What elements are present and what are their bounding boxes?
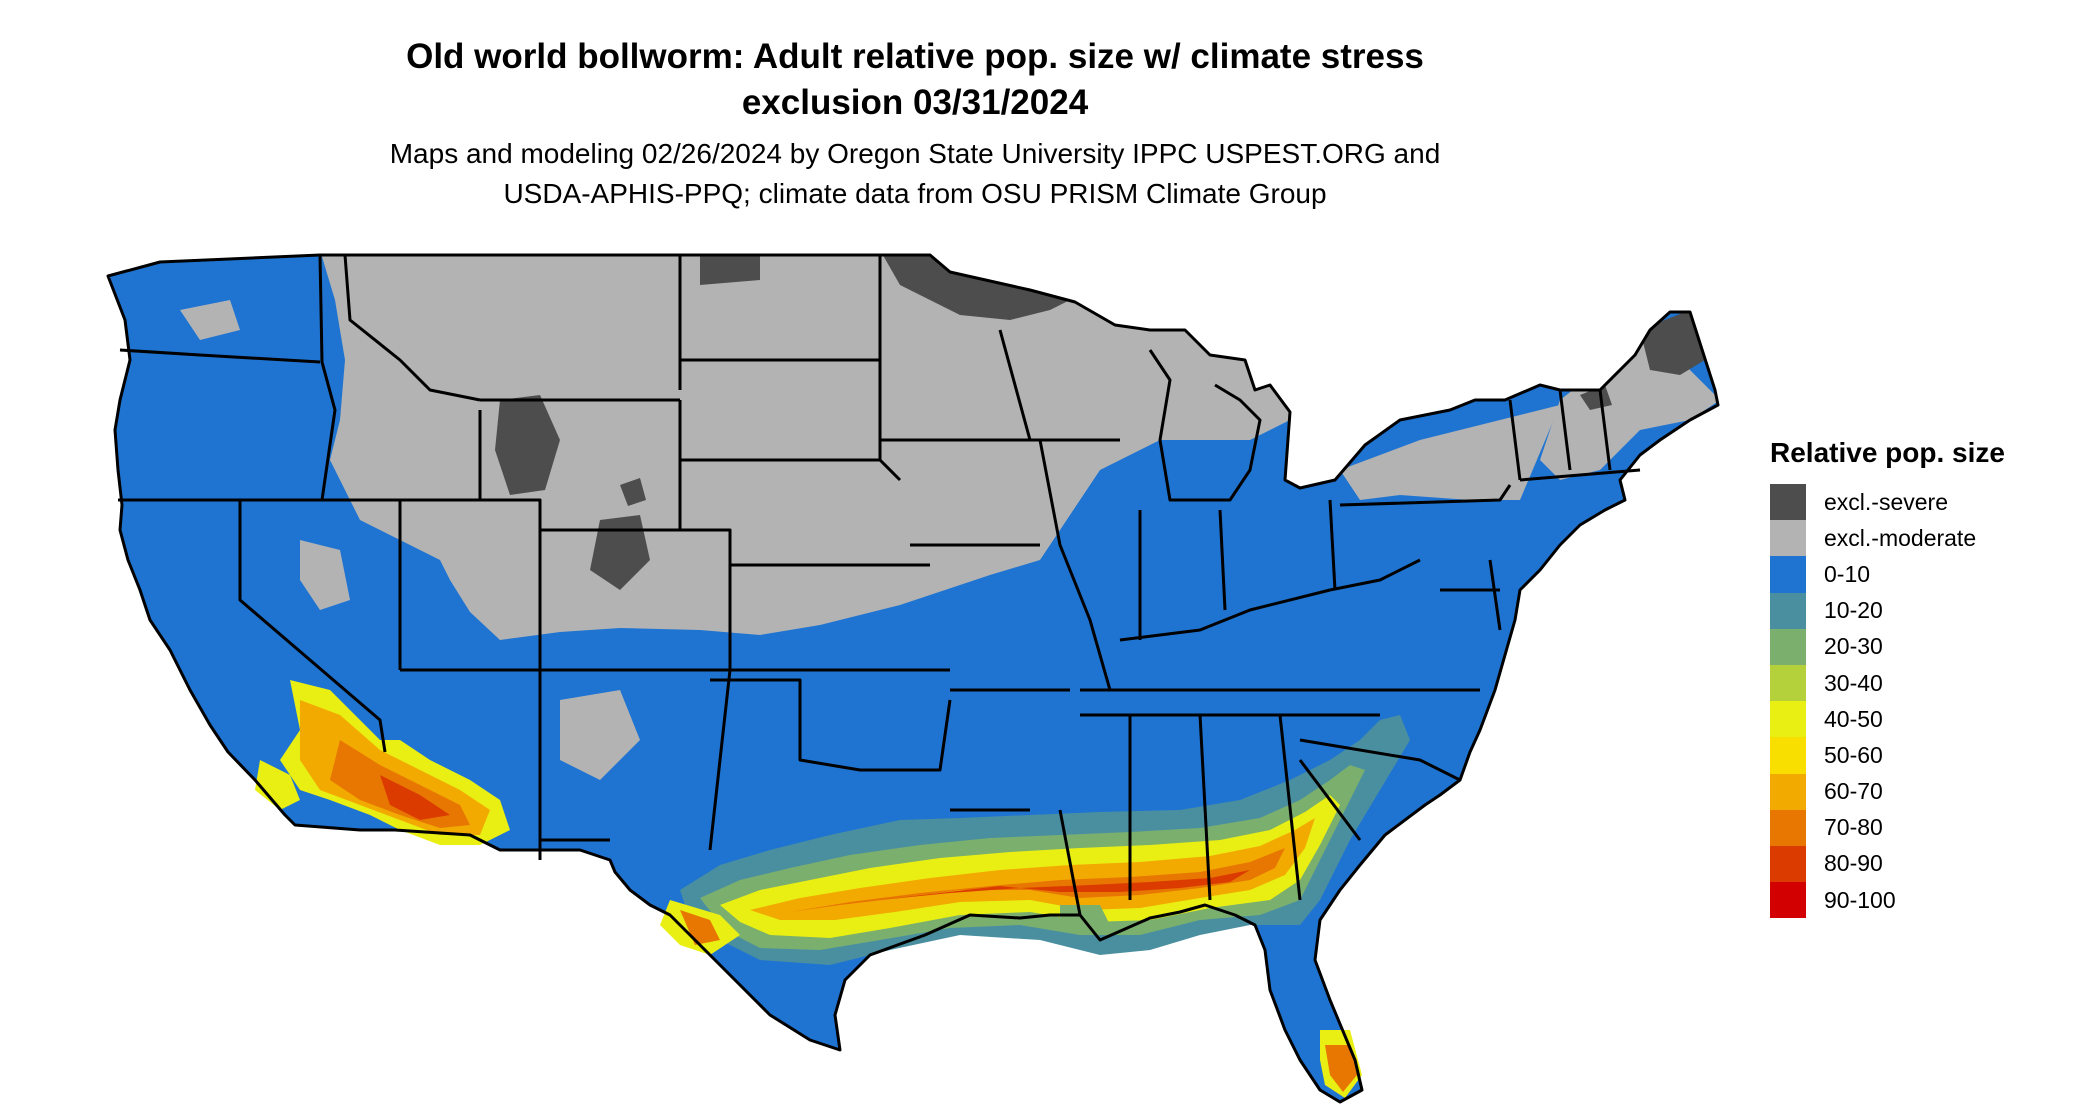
subtitle-line-1: Maps and modeling 02/26/2024 by Oregon S…	[389, 138, 1441, 169]
legend-swatch	[1770, 484, 1806, 521]
legend-swatch	[1770, 845, 1806, 883]
legend-label: 0-10	[1824, 560, 1871, 587]
legend-label: 20-30	[1824, 633, 1883, 660]
legend-label: 60-70	[1824, 778, 1883, 805]
legend-swatch	[1770, 701, 1806, 738]
legend-label: excl.-severe	[1824, 488, 1948, 515]
legend-item: 0-10	[1770, 556, 2005, 593]
legend-title: Relative pop. size	[1770, 437, 2005, 468]
legend-swatch	[1770, 556, 1806, 593]
legend-label: 40-50	[1824, 705, 1883, 732]
legend-label: 70-80	[1824, 814, 1883, 841]
legend-item: 60-70	[1770, 773, 2005, 810]
legend-label: 10-20	[1824, 597, 1883, 624]
legend-items: excl.-severe excl.-moderate 0-10 10-20 20-30…	[1770, 484, 2005, 919]
legend-item: excl.-moderate	[1770, 520, 2005, 557]
legend-item: 20-30	[1770, 628, 2005, 665]
map-title: Old world bollworm: Adult relative pop. …	[0, 34, 1830, 126]
legend-swatch	[1770, 737, 1806, 774]
legend-label: excl.-moderate	[1824, 524, 1977, 551]
legend-swatch	[1770, 809, 1806, 846]
legend-item: 90-100	[1770, 882, 2005, 919]
legend-item: 10-20	[1770, 592, 2005, 629]
title-line-1: Old world bollworm: Adult relative pop. …	[406, 37, 1424, 76]
legend-item: 50-60	[1770, 737, 2005, 774]
legend-swatch	[1770, 520, 1806, 557]
legend-swatch	[1770, 773, 1806, 810]
subtitle-line-2: USDA-APHIS-PPQ; climate data from OSU PR…	[503, 178, 1327, 209]
legend-item: excl.-severe	[1770, 484, 2005, 521]
map-legend: Relative pop. size excl.-severe excl.-mod…	[1770, 436, 2005, 919]
legend-label: 80-90	[1824, 850, 1883, 877]
legend-item: 80-90	[1770, 845, 2005, 883]
legend-label: 50-60	[1824, 741, 1883, 768]
legend-swatch	[1770, 664, 1806, 702]
legend-label: 30-40	[1824, 669, 1883, 696]
legend-item: 30-40	[1770, 664, 2005, 702]
legend-label: 90-100	[1824, 886, 1896, 913]
map-subtitle: Maps and modeling 02/26/2024 by Oregon S…	[0, 134, 1830, 214]
legend-swatch	[1770, 882, 1806, 919]
legend-swatch	[1770, 628, 1806, 665]
legend-item: 70-80	[1770, 809, 2005, 846]
title-line-2: exclusion 03/31/2024	[741, 83, 1089, 122]
legend-swatch	[1770, 592, 1806, 629]
legend-item: 40-50	[1770, 701, 2005, 738]
